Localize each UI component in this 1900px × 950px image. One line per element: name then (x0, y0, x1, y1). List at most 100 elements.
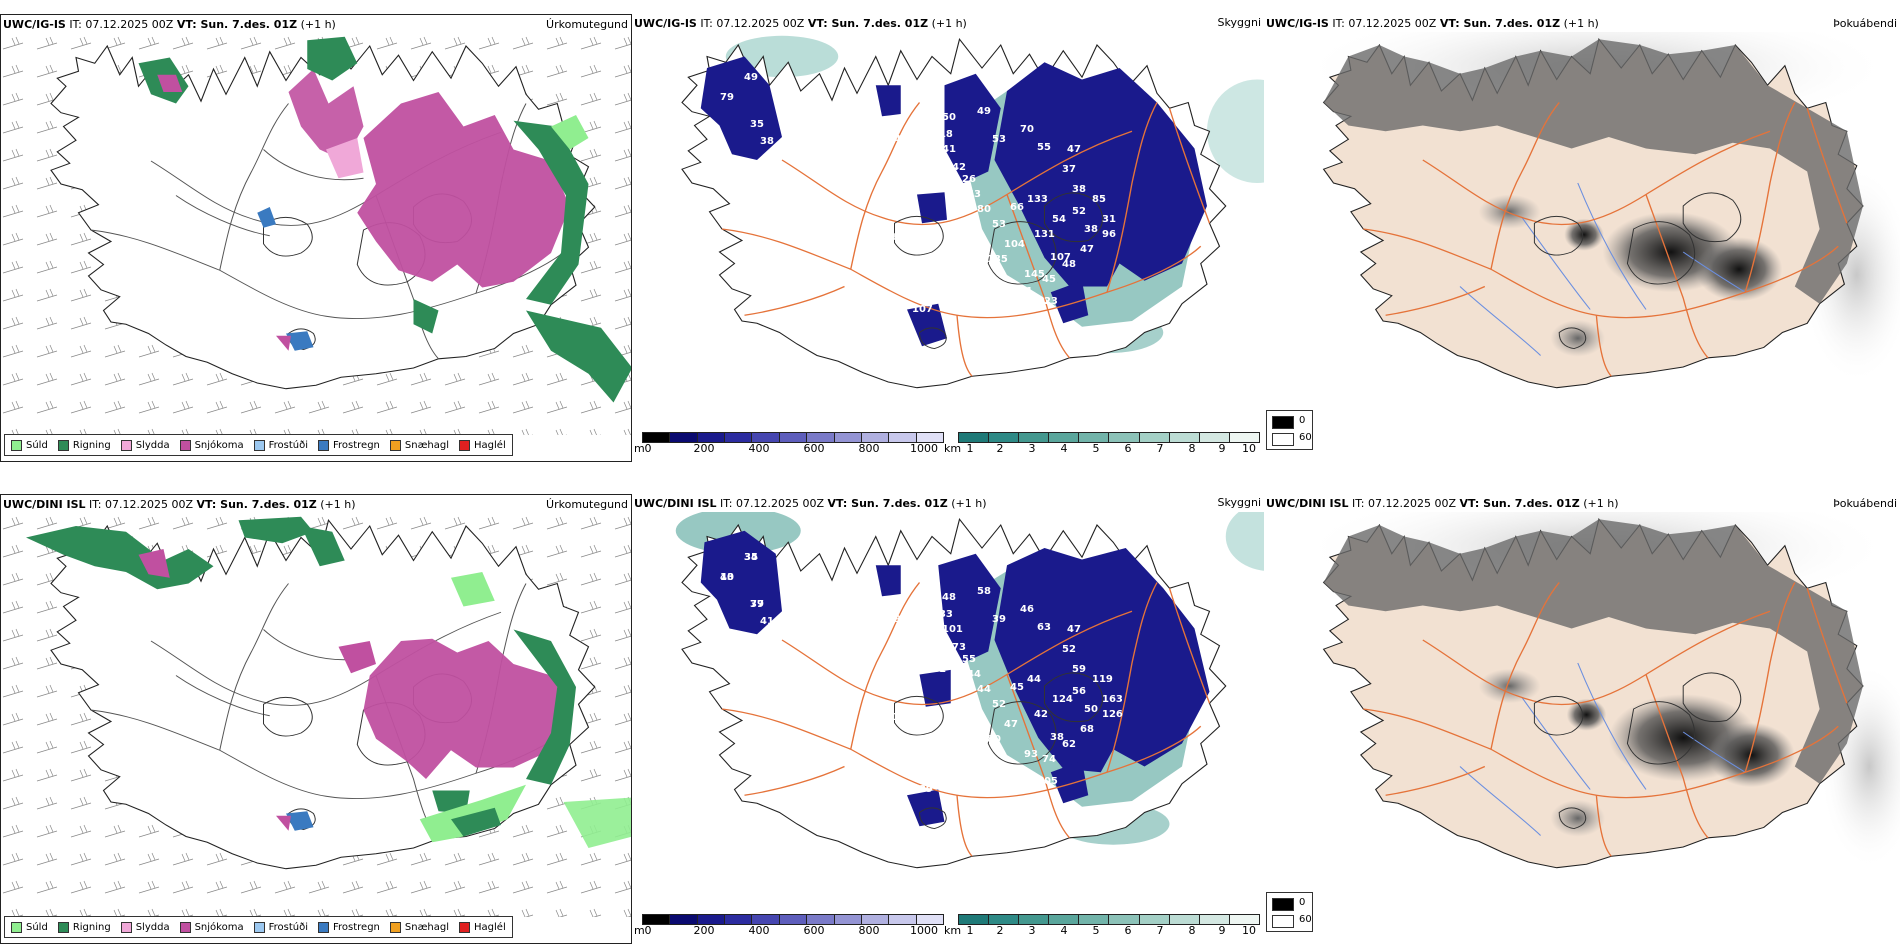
ceiling-value-label: 107 (932, 284, 953, 295)
ceiling-value-label: 54 (1052, 214, 1066, 225)
legend-item: Snæhagl (389, 921, 449, 933)
ceiling-value-label: 47 (1080, 244, 1094, 255)
ceiling-value-label: 49 (977, 106, 991, 117)
tick: 400 (748, 924, 770, 937)
tick: 800 (858, 442, 880, 455)
ceiling-value-label: 358 (932, 764, 953, 775)
ceiling-value-label: 41 (760, 616, 774, 627)
ceiling-value-label: 119 (1092, 674, 1113, 685)
fog-map (1298, 512, 1900, 870)
ceiling-value-label: 35 (750, 119, 764, 130)
fog-key: 0 60 (1266, 892, 1313, 932)
ceiling-value-label: 126 (1102, 709, 1123, 720)
vis-unit: km (944, 442, 962, 455)
ceiling-value-label: 118 (932, 129, 953, 140)
tick: 600 (803, 924, 825, 937)
tick: 800 (858, 924, 880, 937)
ceiling-value-label: 38 (760, 136, 774, 147)
ceiling-value-label: 44 (1027, 674, 1041, 685)
legend-item: Haglél (459, 921, 506, 933)
ceiling-value-label: 56 (762, 174, 776, 185)
tick: 400 (748, 442, 770, 455)
ceiling-value-label: 113 (917, 184, 938, 195)
precip-map (1, 513, 631, 917)
panel-header: UWC/IG-IS IT: 07.12.2025 00Z VT: Sun. 7.… (3, 18, 336, 31)
ceiling-value-label: 131 (1034, 229, 1055, 240)
ceiling-value-label: 26 (962, 174, 976, 185)
ceiling-value-label: 63 (967, 189, 981, 200)
ceiling-value-label: 48 (942, 592, 956, 603)
ceiling-value-label: 39 (992, 614, 1006, 625)
tick: 4 (1060, 924, 1068, 937)
ceiling-value-label: 107 (912, 304, 933, 315)
ceiling-value-label: 50 (1084, 704, 1098, 715)
ceiling-value-label: 63 (1037, 622, 1051, 633)
ceiling-value-label: 73 (952, 642, 966, 653)
ceiling-value-label: 56 (1072, 686, 1086, 697)
tick: 9 (1218, 924, 1226, 937)
panel-header: UWC/IG-IS IT: 07.12.2025 00Z VT: Sun. 7.… (634, 17, 967, 30)
visibility-colorbar: km 1 2 3 4 5 6 7 8 9 10 (944, 432, 1260, 460)
ceiling-value-label: 25 (842, 139, 856, 150)
tick: 200 (693, 442, 715, 455)
tick: 9 (1218, 442, 1226, 455)
ceiling-value-label: 152 (882, 849, 903, 860)
ceiling-value-label: 76 (882, 369, 896, 380)
panel-header: UWC/IG-IS IT: 07.12.2025 00Z VT: Sun. 7.… (1266, 17, 1599, 30)
ceiling-value-label: 51 (762, 654, 776, 665)
ceiling-value-label: 44 (967, 669, 981, 680)
ceiling-value-label: 62 (1062, 739, 1076, 750)
precip-map (1, 33, 631, 435)
ceiling-value-label: 277 (982, 324, 1003, 335)
tick: 8 (1188, 924, 1196, 937)
ceiling-value-label: 52 (992, 699, 1006, 710)
tick: 10 (1242, 442, 1256, 455)
tick: 0 (644, 442, 652, 455)
ceiling-value-label: 50 (942, 112, 956, 123)
tick: 1 (966, 924, 974, 937)
ceiling-value-label: 89 (887, 614, 901, 625)
ceiling-value-label: 47 (1067, 624, 1081, 635)
ceiling-value-label: 47 (1067, 144, 1081, 155)
legend-item: Snjókoma (179, 921, 244, 933)
ceiling-value-label: 69 (714, 144, 728, 155)
ceiling-value-label: 31 (1102, 214, 1116, 225)
field-label: Skyggni (1217, 496, 1261, 509)
ceiling-value-label: 167 (1027, 314, 1048, 325)
ceiling-value-label: 194 (982, 804, 1003, 815)
tick: 8 (1188, 442, 1196, 455)
tick: 1000 (910, 924, 938, 937)
ceiling-value-label: 44 (977, 684, 991, 695)
precip-type-panel-ig: UWC/IG-IS IT: 07.12.2025 00Z VT: Sun. 7.… (0, 14, 632, 462)
ceiling-value-label: 99 (842, 619, 856, 630)
ceiling-value-label: 55 (962, 654, 976, 665)
ceiling-value-label: 59 (1072, 664, 1086, 675)
ceiling-value-label: 101 (942, 624, 963, 635)
legend-item: Rigning (57, 921, 111, 933)
field-label: Þokuábendi (1833, 497, 1897, 510)
ceiling-value-label: 38 (1084, 224, 1098, 235)
fog-panel-dini: UWC/DINI ISL IT: 07.12.2025 00Z VT: Sun.… (1264, 494, 1900, 944)
visibility-panel-ig: UWC/IG-IS IT: 07.12.2025 00Z VT: Sun. 7.… (632, 14, 1264, 462)
ceiling-value-label: 241 (912, 749, 933, 760)
precip-legend: Súld Rigning Slydda Snjókoma Frostúði Fr… (4, 434, 513, 456)
ceiling-value-label: 54 (897, 344, 911, 355)
ceiling-value-label: 57 (727, 684, 741, 695)
ceiling-value-label: 80 (977, 204, 991, 215)
ceiling-value-label: 58 (977, 586, 991, 597)
ceiling-value-label: 139 (912, 784, 933, 795)
ceiling-value-label: 37 (1062, 164, 1076, 175)
ceiling-value-label: 38 (1072, 184, 1086, 195)
field-label: Úrkomutegund (546, 18, 628, 31)
ceiling-value-label: 35 (744, 552, 758, 563)
ceiling-unit: m (634, 442, 645, 455)
ceiling-value-label: 35 (727, 204, 741, 215)
ceiling-value-label: 128 (962, 764, 983, 775)
fog-panel-ig: UWC/IG-IS IT: 07.12.2025 00Z VT: Sun. 7.… (1264, 14, 1900, 462)
legend-item: Frostúði (253, 921, 308, 933)
tick: 5 (1092, 924, 1100, 937)
ceiling-value-label: 42 (952, 162, 966, 173)
ceiling-colorbar: m 0 200 400 600 800 1000 (634, 432, 944, 460)
